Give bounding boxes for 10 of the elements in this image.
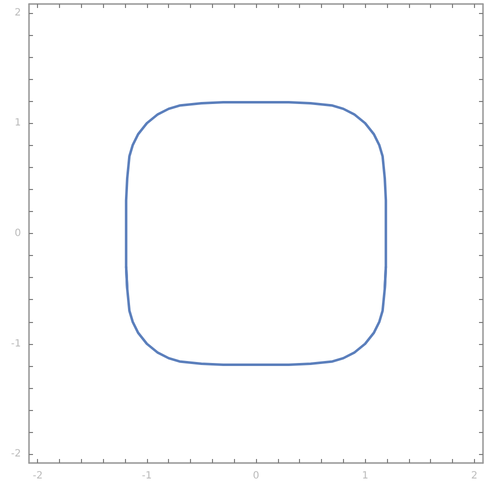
x-tick-label: 2 (471, 470, 478, 482)
y-tick-label: 2 (14, 7, 21, 18)
y-tick-label: -2 (11, 448, 21, 460)
y-tick-label: -1 (11, 338, 21, 350)
x-tick-label: -2 (32, 470, 43, 482)
x-tick-label: 1 (362, 470, 368, 482)
x-tick-label: 0 (252, 470, 260, 482)
y-tick-label: 0 (14, 228, 21, 239)
x-tick-label: -1 (142, 470, 152, 482)
y-tick-label: 1 (14, 118, 21, 129)
